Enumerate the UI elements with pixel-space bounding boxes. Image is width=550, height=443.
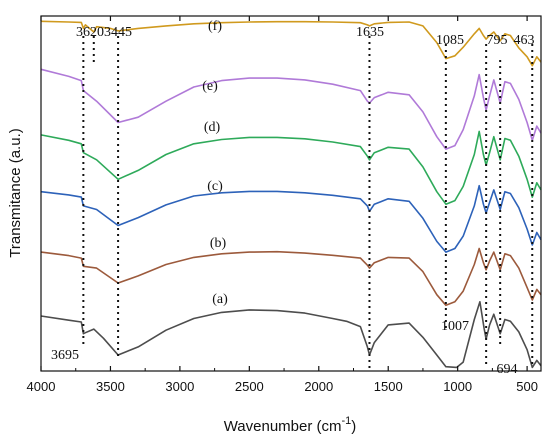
x-axis-title-sup: -1 [342, 415, 352, 427]
series-layer [40, 20, 542, 369]
x-tick-label-3000: 3000 [165, 379, 194, 394]
series-label-1: (a) [212, 292, 228, 307]
series-line-2 [40, 247, 542, 307]
series-label-3: (c) [207, 179, 223, 194]
annotation-1635: 1635 [356, 25, 384, 40]
series-line-6 [40, 20, 542, 67]
x-tick-label-1500: 1500 [374, 379, 403, 394]
annotation-795: 795 [487, 33, 508, 48]
x-axis-title-main: Wavenumber (cm [224, 418, 342, 435]
annotation-1085: 1085 [436, 33, 464, 48]
plot-frame [40, 15, 542, 372]
x-axis-title-close: ) [351, 418, 356, 435]
x-tick-label-500: 500 [516, 379, 538, 394]
x-tick-label-4000: 4000 [27, 379, 56, 394]
x-axis-title: Wavenumber (cm-1) [224, 415, 357, 435]
annotation-463: 463 [514, 33, 535, 48]
reference-lines [82, 36, 534, 368]
annotation-3695: 3695 [51, 348, 79, 363]
annotation-694: 694 [497, 362, 518, 377]
x-tick-label-2000: 2000 [304, 379, 333, 394]
series-label-6: (f) [208, 19, 222, 34]
labels-layer: (a) (b) (c) (d) (e) (f) 3620 3445 1635 1085 795 463… [51, 19, 535, 377]
annotation-1007: 1007 [441, 319, 469, 334]
series-line-5 [40, 68, 542, 150]
x-tick-label-1000: 1000 [443, 379, 472, 394]
series-label-4: (d) [204, 120, 221, 135]
series-label-5: (e) [202, 79, 218, 94]
series-line-4 [40, 130, 542, 205]
series-line-3 [40, 184, 542, 253]
x-axis-ticks: 4000 3500 3000 2500 2000 1500 1000 500 [27, 16, 538, 394]
y-axis-title: Transmitance (a.u.) [7, 128, 24, 258]
series-line-1 [40, 301, 542, 369]
series-label-2: (b) [210, 236, 227, 251]
annotation-3620: 3620 [76, 25, 104, 40]
x-tick-label-2500: 2500 [235, 379, 264, 394]
annotation-3445: 3445 [104, 25, 132, 40]
x-tick-label-3500: 3500 [96, 379, 125, 394]
